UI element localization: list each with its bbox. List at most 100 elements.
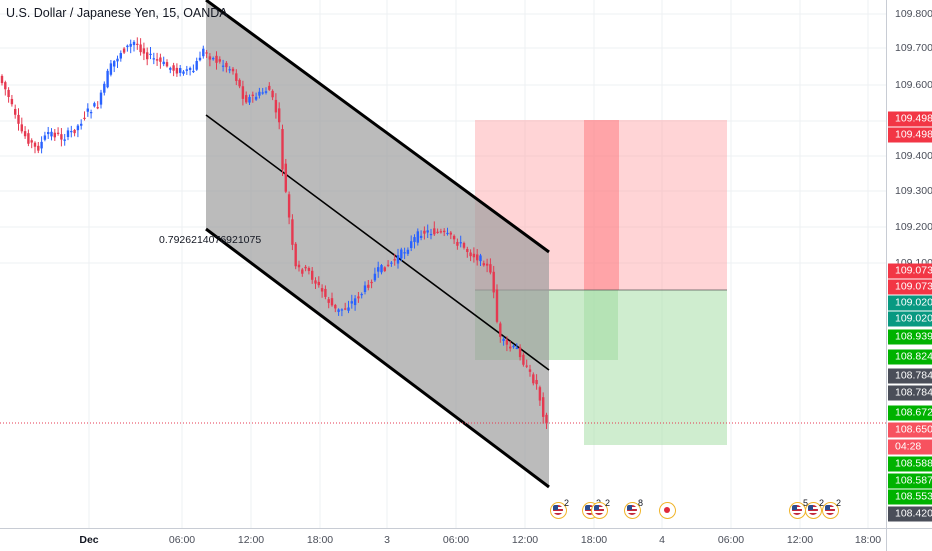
- candle-body: [294, 243, 297, 267]
- candle-body: [390, 262, 393, 264]
- time-tick: 12:00: [511, 534, 539, 546]
- candle-body: [499, 323, 502, 337]
- candle-body: [278, 108, 281, 123]
- candle-body: [175, 67, 179, 74]
- us-flag-icon: [627, 505, 637, 515]
- candle-body: [37, 145, 40, 151]
- candle-body: [221, 65, 225, 67]
- candle-body: [532, 374, 535, 384]
- candle-body: [380, 265, 383, 273]
- economic-event-marker[interactable]: 8: [624, 498, 643, 519]
- candle-body: [70, 131, 73, 133]
- candle-body: [410, 241, 413, 249]
- price-label: 108.588: [888, 456, 932, 472]
- event-count: 2: [605, 498, 611, 508]
- candle-body: [462, 242, 466, 248]
- candle-body: [492, 271, 495, 293]
- candle-body: [264, 91, 268, 93]
- candle-body: [439, 231, 443, 233]
- candle-body: [76, 125, 80, 131]
- price-tick: 109.400: [895, 150, 932, 162]
- candle-body: [30, 140, 33, 143]
- economic-event-marker[interactable]: 2: [550, 498, 569, 519]
- candle-body: [169, 67, 172, 70]
- candle-body: [17, 114, 20, 124]
- candle-body: [89, 112, 93, 114]
- candle-body: [357, 296, 360, 299]
- candle-body: [241, 86, 245, 99]
- candle-body: [60, 134, 63, 140]
- channel-fill: [206, 0, 549, 487]
- candle-body: [165, 62, 169, 67]
- candle-body: [502, 338, 505, 341]
- candle-body: [40, 141, 43, 149]
- candle-body: [515, 347, 518, 349]
- candle-body: [152, 58, 155, 60]
- candle-body: [83, 117, 86, 120]
- candle-body: [495, 289, 499, 322]
- candle-body: [284, 163, 287, 192]
- candle-body: [261, 92, 264, 94]
- candle-body: [113, 61, 116, 67]
- price-tick: 109.600: [895, 79, 932, 91]
- us-flag-icon: [585, 505, 595, 515]
- candle-body: [188, 67, 192, 70]
- candle-body: [251, 94, 254, 96]
- price-label: 109.073: [888, 263, 932, 279]
- candle-body: [142, 48, 146, 54]
- candle-body: [304, 266, 307, 269]
- price-label: 108.587: [888, 473, 932, 489]
- candle-body: [99, 92, 103, 105]
- candle-body: [248, 97, 251, 103]
- candle-body: [53, 132, 56, 138]
- candle-body: [301, 269, 304, 274]
- stop-loss-zone-inner: [584, 120, 619, 290]
- us-flag-icon: [553, 505, 563, 515]
- time-tick: 3: [384, 534, 390, 546]
- candle-body: [347, 307, 350, 311]
- candle-body: [208, 56, 212, 60]
- price-tick: 109.200: [895, 221, 932, 233]
- economic-event-marker[interactable]: 2: [822, 498, 841, 519]
- candle-body: [317, 281, 320, 286]
- economic-event-marker[interactable]: [659, 502, 676, 519]
- price-tick: 109.700: [895, 42, 932, 54]
- candle-body: [482, 263, 485, 266]
- candle-body: [33, 142, 37, 147]
- candle-body: [314, 280, 317, 284]
- candle-body: [50, 131, 53, 137]
- candle-body: [419, 235, 423, 238]
- price-label: 108.784: [888, 385, 932, 401]
- price-label: 108.420: [888, 506, 932, 522]
- time-axis[interactable]: Dec 06:00 12:00 18:00 3 06:00 12:00 18:00 4 06:00…: [0, 528, 886, 551]
- candle-body: [489, 264, 492, 273]
- candle-body: [340, 309, 344, 311]
- candle-body: [23, 131, 27, 137]
- channel-mid-line: [205, 114, 550, 371]
- candle-body: [231, 68, 235, 72]
- candle-body: [139, 44, 142, 53]
- symbol-title: U.S. Dollar / Japanese Yen, 15, OANDA: [6, 6, 228, 20]
- candle-body: [172, 65, 175, 71]
- candle-body: [429, 233, 433, 236]
- economic-event-marker[interactable]: 5: [789, 498, 808, 519]
- candle-body: [307, 268, 311, 271]
- candle-body: [212, 58, 215, 60]
- candle-body: [271, 90, 274, 98]
- candle-body: [466, 248, 469, 253]
- candle-body: [426, 230, 429, 233]
- economic-event-marker[interactable]: 2: [805, 498, 824, 519]
- candle-body: [443, 230, 446, 233]
- price-label: 108.784: [888, 368, 932, 384]
- price-label: 109.020: [888, 311, 932, 327]
- price-axis[interactable]: 109.800109.700109.600109.500109.400109.3…: [886, 0, 932, 528]
- economic-event-marker[interactable]: 2: [591, 498, 610, 519]
- candle-body: [367, 284, 370, 288]
- candle-body: [10, 98, 14, 105]
- price-label: 108.824: [888, 349, 932, 365]
- candle-body: [136, 43, 139, 45]
- candle-body: [528, 369, 532, 372]
- candle-body: [27, 133, 30, 144]
- candle-body: [449, 232, 452, 235]
